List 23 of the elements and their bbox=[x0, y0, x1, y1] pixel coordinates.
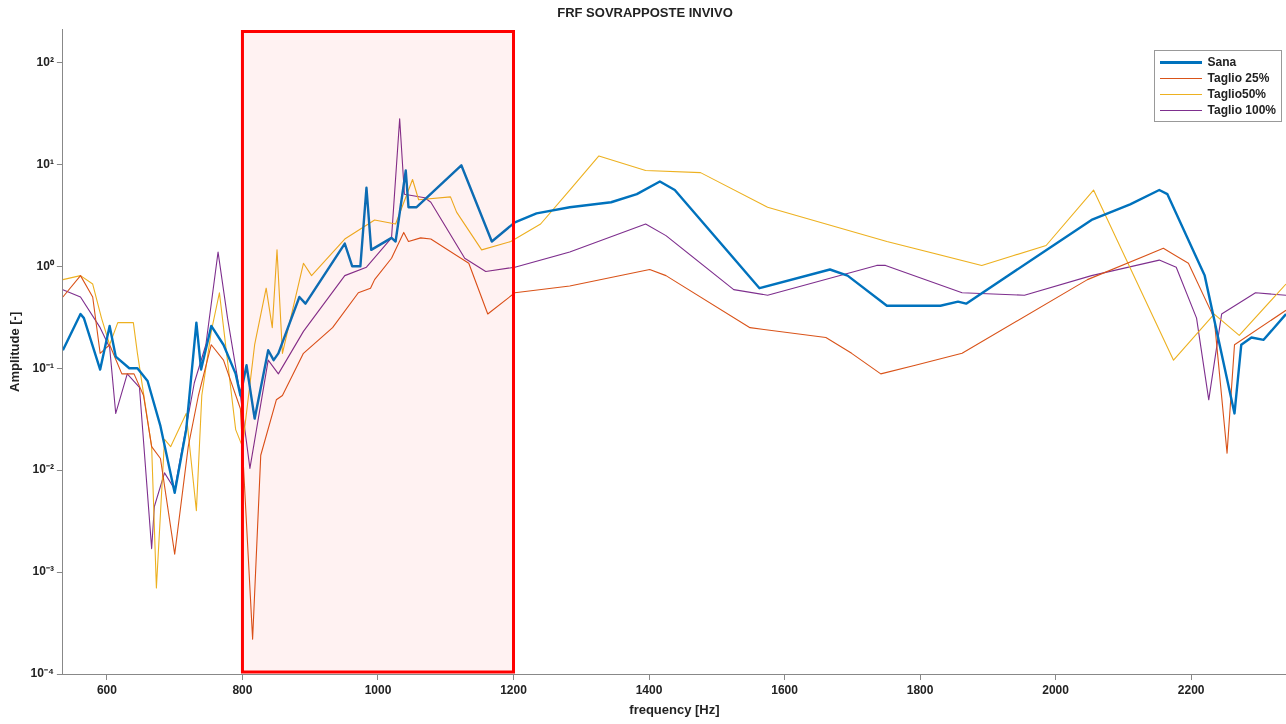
legend-label: Taglio50% bbox=[1207, 87, 1266, 101]
y-axis-title: Amplitude [-] bbox=[7, 311, 23, 392]
x-tick-label: 800 bbox=[232, 682, 253, 697]
x-tick-label: 1000 bbox=[364, 682, 392, 697]
y-tick-label: 10¹ bbox=[36, 156, 54, 171]
legend-label: Taglio 100% bbox=[1207, 103, 1276, 117]
y-tick-label: 10⁰ bbox=[36, 258, 55, 273]
x-tick-label: 2000 bbox=[1042, 682, 1070, 697]
y-tick-label: 10⁻³ bbox=[32, 564, 54, 579]
chart-title: FRF SOVRAPPOSTE INVIVO bbox=[557, 5, 733, 21]
x-tick-label: 600 bbox=[96, 682, 118, 697]
x-tick-label: 1800 bbox=[906, 682, 934, 697]
x-tick-label: 1200 bbox=[500, 682, 528, 697]
legend-label: Taglio 25% bbox=[1207, 71, 1270, 85]
x-tick-label: 1400 bbox=[635, 682, 663, 697]
x-tick-label: 1600 bbox=[771, 682, 799, 697]
y-tick-label: 10⁻¹ bbox=[32, 360, 54, 375]
x-tick-label: 2200 bbox=[1177, 682, 1205, 697]
y-tick-label: 10⁻⁴ bbox=[30, 666, 54, 681]
legend-label: Sana bbox=[1207, 55, 1237, 69]
y-tick-label: 10⁻² bbox=[32, 462, 54, 477]
y-tick-label: 10² bbox=[36, 54, 54, 69]
x-axis-title: frequency [Hz] bbox=[629, 701, 720, 717]
